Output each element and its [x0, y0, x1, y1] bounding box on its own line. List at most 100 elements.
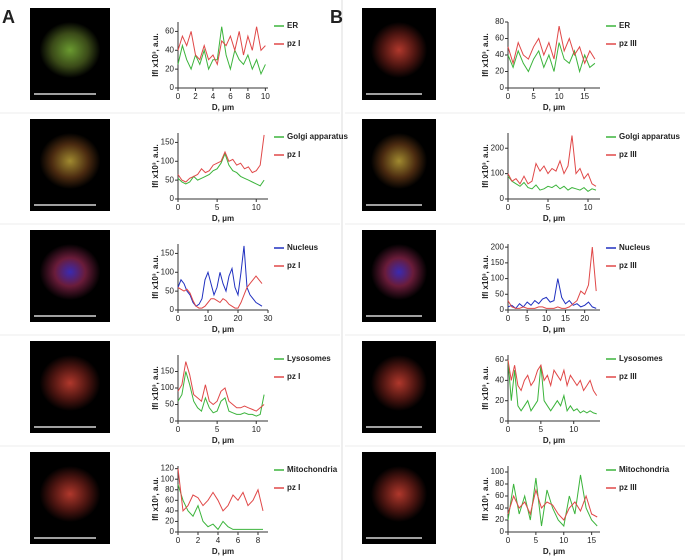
x-tick-label: 0: [176, 203, 181, 212]
x-tick-label: 4: [211, 92, 216, 101]
series-line: [507, 25, 596, 66]
y-tick-label: 0: [500, 416, 505, 425]
x-axis-label: D, μm: [212, 103, 234, 112]
x-tick-label: 0: [506, 536, 511, 545]
legend-label: pz I: [287, 150, 300, 159]
y-tick-label: 80: [495, 17, 504, 26]
cell-image: [39, 133, 101, 189]
y-tick-label: 0: [170, 527, 175, 536]
legend-label: Lysosomes: [619, 354, 663, 363]
legend-label: pz III: [619, 372, 637, 381]
y-tick-label: 50: [495, 289, 504, 298]
series-line: [177, 484, 263, 531]
series-line: [507, 488, 598, 521]
x-tick-label: 10: [261, 92, 270, 101]
legend-label: Golgi apparatus: [287, 132, 348, 141]
y-tick-label: 60: [495, 34, 504, 43]
y-tick-label: 20: [495, 396, 504, 405]
legend-label: Nucleus: [287, 243, 319, 252]
y-axis-label: Ifl x10³, a.u.: [481, 144, 490, 188]
series-line: [507, 42, 596, 74]
panel-label: B: [330, 7, 343, 27]
y-axis-label: Ifl x10³, a.u.: [481, 366, 490, 410]
y-tick-label: 100: [161, 156, 175, 165]
x-tick-label: 0: [176, 425, 181, 434]
y-axis-label: Ifl x10³, a.u.: [481, 255, 490, 299]
cell-image: [39, 355, 101, 411]
series-line: [177, 134, 265, 183]
y-tick-label: 100: [491, 169, 505, 178]
y-tick-label: 20: [495, 67, 504, 76]
legend-label: pz III: [619, 39, 637, 48]
series-line: [507, 135, 597, 187]
x-tick-label: 0: [176, 536, 181, 545]
y-tick-label: 60: [495, 355, 504, 364]
x-tick-label: 0: [506, 92, 511, 101]
series-line: [177, 245, 263, 307]
y-tick-label: 100: [161, 267, 175, 276]
x-tick-label: 5: [534, 536, 539, 545]
legend-label: Lysosomes: [287, 354, 331, 363]
series-line: [177, 26, 266, 67]
y-tick-label: 0: [500, 527, 505, 536]
y-axis-label: Ifl x10³, a.u.: [151, 255, 160, 299]
x-tick-label: 5: [215, 203, 220, 212]
y-tick-label: 50: [165, 400, 174, 409]
x-tick-label: 15: [580, 92, 589, 101]
x-tick-label: 0: [506, 203, 511, 212]
y-tick-label: 20: [165, 517, 174, 526]
legend-label: ER: [619, 21, 630, 30]
x-tick-label: 2: [193, 92, 198, 101]
x-tick-label: 10: [542, 314, 551, 323]
y-axis-label: Ifl x10³, a.u.: [481, 33, 490, 77]
x-tick-label: 10: [584, 203, 593, 212]
x-axis-label: D, μm: [212, 547, 234, 556]
x-tick-label: 0: [176, 92, 181, 101]
series-line: [177, 371, 265, 417]
x-axis-label: D, μm: [543, 103, 565, 112]
y-tick-label: 60: [495, 491, 504, 500]
cell-image: [370, 244, 428, 300]
cell-image: [39, 466, 101, 522]
y-axis-label: Ifl x10³, a.u.: [151, 33, 160, 77]
legend-label: pz I: [287, 39, 300, 48]
y-tick-label: 0: [170, 194, 175, 203]
x-tick-label: 10: [252, 203, 261, 212]
x-tick-label: 20: [234, 314, 243, 323]
y-tick-label: 100: [161, 383, 175, 392]
x-axis-label: D, μm: [212, 214, 234, 223]
x-tick-label: 20: [580, 314, 589, 323]
y-tick-label: 150: [161, 249, 175, 258]
x-tick-label: 5: [539, 425, 544, 434]
x-tick-label: 30: [264, 314, 273, 323]
x-tick-label: 0: [176, 314, 181, 323]
y-tick-label: 60: [165, 495, 174, 504]
y-tick-label: 120: [161, 464, 175, 473]
legend-label: pz III: [619, 483, 637, 492]
y-tick-label: 200: [491, 143, 505, 152]
legend-label: pz I: [287, 483, 300, 492]
y-tick-label: 0: [170, 416, 175, 425]
x-tick-label: 2: [196, 536, 201, 545]
legend-label: pz I: [287, 372, 300, 381]
cell-image: [39, 22, 101, 78]
y-tick-label: 40: [495, 503, 504, 512]
x-tick-label: 8: [256, 536, 261, 545]
x-tick-label: 10: [569, 425, 578, 434]
legend-label: Nucleus: [619, 243, 651, 252]
y-axis-label: Ifl x10³, a.u.: [151, 144, 160, 188]
x-tick-label: 0: [506, 314, 511, 323]
y-tick-label: 40: [165, 506, 174, 515]
series-line: [177, 468, 264, 513]
x-tick-label: 10: [559, 536, 568, 545]
y-tick-label: 40: [165, 45, 174, 54]
cell-image: [39, 244, 101, 300]
y-tick-label: 0: [170, 83, 175, 92]
legend-label: pz III: [619, 150, 637, 159]
x-tick-label: 0: [506, 425, 511, 434]
series-line: [507, 474, 598, 528]
legend-label: pz I: [287, 261, 300, 270]
series-line: [507, 360, 598, 396]
x-axis-label: D, μm: [212, 436, 234, 445]
